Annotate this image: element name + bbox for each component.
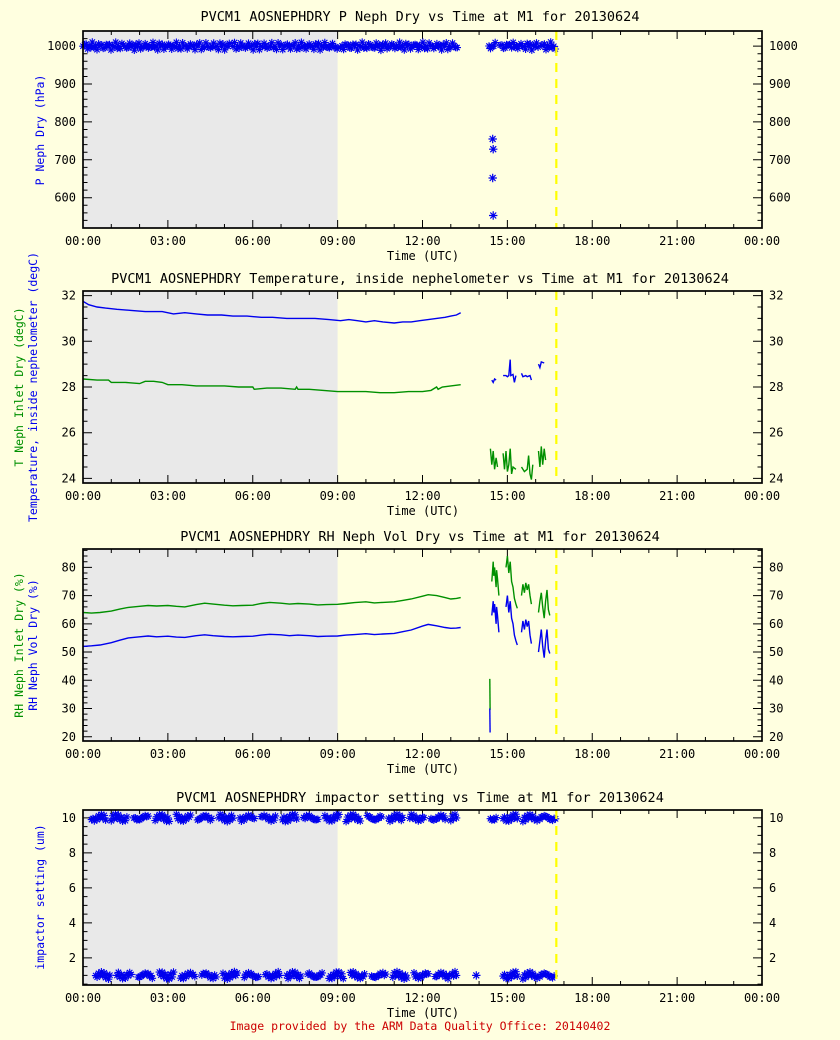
svg-text:30: 30 bbox=[769, 334, 783, 348]
svg-text:00:00: 00:00 bbox=[744, 489, 780, 503]
svg-text:21:00: 21:00 bbox=[659, 991, 695, 1005]
x-axis-label-1: Time (UTC) bbox=[386, 249, 460, 263]
svg-text:00:00: 00:00 bbox=[65, 991, 101, 1005]
y-axis-label-impactor: impactor setting (um) bbox=[33, 824, 47, 970]
svg-text:09:00: 09:00 bbox=[320, 991, 356, 1005]
svg-text:4: 4 bbox=[69, 916, 76, 930]
svg-text:900: 900 bbox=[769, 77, 791, 91]
x-axis-label-4: Time (UTC) bbox=[386, 1006, 460, 1020]
svg-text:28: 28 bbox=[769, 380, 783, 394]
svg-text:2: 2 bbox=[69, 951, 76, 965]
svg-text:06:00: 06:00 bbox=[235, 489, 271, 503]
svg-text:12:00: 12:00 bbox=[404, 747, 440, 761]
svg-text:18:00: 18:00 bbox=[574, 991, 610, 1005]
y-axis-label-rh-inlet: RH Neph Inlet Dry (%) bbox=[12, 572, 26, 718]
svg-text:70: 70 bbox=[62, 589, 76, 603]
svg-text:2: 2 bbox=[769, 951, 776, 965]
svg-text:15:00: 15:00 bbox=[489, 234, 525, 248]
svg-text:00:00: 00:00 bbox=[744, 747, 780, 761]
svg-text:6: 6 bbox=[769, 881, 776, 895]
arm-dqo-caption: Image provided by the ARM Data Quality O… bbox=[229, 1019, 611, 1033]
svg-text:800: 800 bbox=[54, 115, 76, 129]
svg-text:700: 700 bbox=[769, 153, 791, 167]
svg-text:800: 800 bbox=[769, 115, 791, 129]
svg-text:09:00: 09:00 bbox=[320, 234, 356, 248]
svg-text:6: 6 bbox=[69, 881, 76, 895]
svg-text:30: 30 bbox=[62, 702, 76, 716]
svg-text:00:00: 00:00 bbox=[65, 747, 101, 761]
svg-text:21:00: 21:00 bbox=[659, 489, 695, 503]
svg-text:40: 40 bbox=[62, 673, 76, 687]
svg-text:12:00: 12:00 bbox=[404, 234, 440, 248]
chart-title-impactor: PVCM1 AOSNEPHDRY impactor setting vs Tim… bbox=[176, 790, 664, 806]
svg-text:15:00: 15:00 bbox=[489, 747, 525, 761]
y-axis-label-temperature-inside: Temperature, inside nephelometer (degC) bbox=[26, 251, 40, 523]
svg-text:00:00: 00:00 bbox=[65, 489, 101, 503]
svg-text:18:00: 18:00 bbox=[574, 489, 610, 503]
svg-text:32: 32 bbox=[769, 289, 783, 303]
svg-text:21:00: 21:00 bbox=[659, 747, 695, 761]
svg-text:00:00: 00:00 bbox=[744, 991, 780, 1005]
svg-text:26: 26 bbox=[769, 426, 783, 440]
svg-text:10: 10 bbox=[62, 811, 76, 825]
x-axis-label-2: Time (UTC) bbox=[386, 504, 460, 518]
chart-title-temperature: PVCM1 AOSNEPHDRY Temperature, inside nep… bbox=[111, 271, 729, 287]
y-axis-label-p-neph-dry: P Neph Dry (hPa) bbox=[33, 74, 47, 186]
x-axis-label-3: Time (UTC) bbox=[386, 762, 460, 776]
svg-text:60: 60 bbox=[769, 617, 783, 631]
svg-text:8: 8 bbox=[769, 846, 776, 860]
svg-text:60: 60 bbox=[62, 617, 76, 631]
svg-text:18:00: 18:00 bbox=[574, 234, 610, 248]
svg-text:06:00: 06:00 bbox=[235, 234, 271, 248]
svg-text:40: 40 bbox=[769, 673, 783, 687]
svg-text:12:00: 12:00 bbox=[404, 489, 440, 503]
svg-text:8: 8 bbox=[69, 846, 76, 860]
svg-text:600: 600 bbox=[54, 191, 76, 205]
chart-title-p-neph-dry: PVCM1 AOSNEPHDRY P Neph Dry vs Time at M… bbox=[200, 9, 640, 25]
svg-text:15:00: 15:00 bbox=[489, 991, 525, 1005]
svg-text:20: 20 bbox=[769, 730, 783, 744]
svg-text:20: 20 bbox=[62, 730, 76, 744]
svg-text:15:00: 15:00 bbox=[489, 489, 525, 503]
svg-text:900: 900 bbox=[54, 77, 76, 91]
svg-text:50: 50 bbox=[62, 645, 76, 659]
svg-text:80: 80 bbox=[769, 560, 783, 574]
svg-text:03:00: 03:00 bbox=[150, 991, 186, 1005]
svg-text:70: 70 bbox=[769, 589, 783, 603]
svg-text:28: 28 bbox=[62, 380, 76, 394]
svg-text:00:00: 00:00 bbox=[65, 234, 101, 248]
svg-text:50: 50 bbox=[769, 645, 783, 659]
svg-text:09:00: 09:00 bbox=[320, 489, 356, 503]
svg-text:21:00: 21:00 bbox=[659, 234, 695, 248]
svg-text:30: 30 bbox=[769, 702, 783, 716]
svg-text:30: 30 bbox=[62, 334, 76, 348]
svg-text:12:00: 12:00 bbox=[404, 991, 440, 1005]
svg-text:10: 10 bbox=[769, 811, 783, 825]
svg-text:26: 26 bbox=[62, 426, 76, 440]
svg-text:00:00: 00:00 bbox=[744, 234, 780, 248]
svg-text:06:00: 06:00 bbox=[235, 747, 271, 761]
svg-text:09:00: 09:00 bbox=[320, 747, 356, 761]
y-axis-label-rh-vol: RH Neph Vol Dry (%) bbox=[26, 579, 40, 711]
svg-text:1000: 1000 bbox=[769, 39, 798, 53]
svg-text:1000: 1000 bbox=[47, 39, 76, 53]
svg-text:18:00: 18:00 bbox=[574, 747, 610, 761]
svg-text:24: 24 bbox=[769, 471, 783, 485]
svg-text:4: 4 bbox=[769, 916, 776, 930]
svg-text:06:00: 06:00 bbox=[235, 991, 271, 1005]
y-axis-label-t-neph-inlet: T Neph Inlet Dry (degC) bbox=[12, 307, 26, 467]
svg-text:80: 80 bbox=[62, 560, 76, 574]
svg-text:03:00: 03:00 bbox=[150, 489, 186, 503]
svg-text:24: 24 bbox=[62, 471, 76, 485]
svg-text:600: 600 bbox=[769, 191, 791, 205]
svg-text:03:00: 03:00 bbox=[150, 234, 186, 248]
svg-text:700: 700 bbox=[54, 153, 76, 167]
svg-text:32: 32 bbox=[62, 289, 76, 303]
chart-title-rh-neph: PVCM1 AOSNEPHDRY RH Neph Vol Dry vs Time… bbox=[180, 529, 660, 545]
svg-text:03:00: 03:00 bbox=[150, 747, 186, 761]
